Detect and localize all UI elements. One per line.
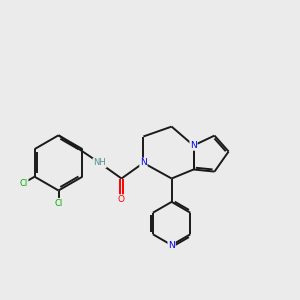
Text: Cl: Cl <box>54 199 63 208</box>
Text: NH: NH <box>93 158 106 167</box>
Text: O: O <box>118 195 125 204</box>
Text: N: N <box>140 158 147 167</box>
Text: N: N <box>190 141 197 150</box>
Text: N: N <box>168 241 175 250</box>
Text: Cl: Cl <box>20 178 28 188</box>
